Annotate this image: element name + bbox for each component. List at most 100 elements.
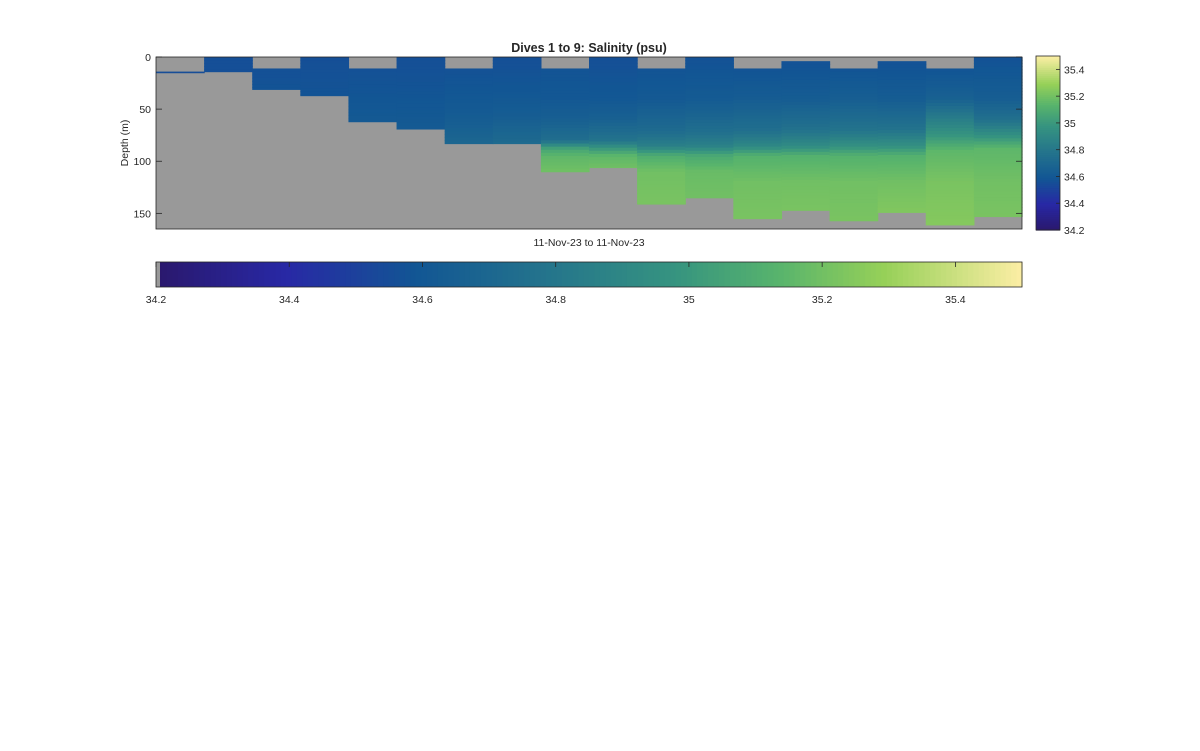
colorbar-bottom-segment (691, 262, 698, 287)
heatmap-cell (829, 74, 879, 79)
colorbar-bottom-segment (1011, 262, 1018, 287)
colorbar-right-segment (1036, 199, 1060, 202)
colorbar-bottom-segment (329, 262, 336, 287)
heatmap-cell (973, 157, 1023, 161)
colorbar-bottom-segment (258, 262, 265, 287)
heatmap-cell (877, 183, 927, 187)
heatmap-cell (540, 109, 590, 113)
colorbar-right-segment (1036, 135, 1060, 138)
colorbar-right-segment (1036, 150, 1060, 154)
heatmap-cell (348, 80, 398, 85)
colorbar-bottom-segment (177, 262, 184, 287)
colorbar-bottom-segment (729, 262, 736, 287)
colorbar-bottom-segment (220, 262, 227, 287)
colorbar-bottom-segment (783, 262, 790, 287)
heatmap-cell (348, 93, 398, 98)
heatmap-cell (733, 93, 783, 98)
profile-column (829, 68, 879, 222)
heatmap-cell (492, 116, 542, 121)
heatmap-cell (925, 202, 975, 207)
heatmap-cell (973, 119, 1023, 124)
heatmap-cell (396, 97, 446, 102)
heatmap-cell (685, 141, 734, 146)
colorbar-bottom-tick-label: 34.8 (545, 294, 566, 306)
colorbar-bottom-segment (967, 262, 974, 287)
heatmap-cell (781, 208, 831, 211)
heatmap-cell (637, 124, 686, 129)
colorbar-right-segment (1036, 71, 1060, 74)
heatmap-cell (973, 125, 1023, 130)
heatmap-cell (300, 60, 350, 64)
colorbar-bottom-segment (664, 262, 671, 287)
heatmap-cell (204, 66, 253, 71)
heatmap-cell (637, 156, 686, 160)
heatmap-cell (781, 198, 831, 203)
heatmap-cell (877, 151, 927, 156)
y-tick-label: 0 (145, 52, 151, 64)
colorbar-bottom-segment (984, 262, 991, 287)
colorbar-right-segment (1036, 59, 1060, 63)
chart-title: Dives 1 to 9: Salinity (psu) (511, 41, 667, 55)
heatmap-cell (396, 94, 446, 99)
heatmap-cell (492, 103, 542, 108)
profile-column (877, 61, 927, 213)
heatmap-cell (781, 95, 831, 100)
colorbar-right-segment (1036, 158, 1060, 161)
heatmap-cell (925, 215, 975, 220)
colorbar-right-segment (1036, 148, 1060, 152)
heatmap-cell (829, 68, 879, 73)
heatmap-cell (637, 131, 686, 135)
colorbar-right-segment (1036, 173, 1060, 177)
heatmap-cell (781, 139, 831, 144)
colorbar-bottom-segment (735, 262, 742, 287)
heatmap-cell (973, 60, 1023, 64)
heatmap-cell (396, 88, 446, 92)
heatmap-cell (589, 135, 638, 139)
heatmap-cell (348, 87, 398, 91)
colorbar-right-segment (1036, 144, 1060, 148)
plot-frame (155, 56, 1023, 230)
colorbar-bottom-segment (767, 262, 774, 287)
heatmap-cell (300, 82, 350, 86)
colorbar-bottom-segment (334, 262, 341, 287)
heatmap-cell (685, 172, 734, 177)
heatmap-cell (877, 89, 927, 94)
heatmap-cell (540, 115, 590, 120)
heatmap-cell (973, 91, 1023, 96)
heatmap-cell (492, 113, 542, 118)
heatmap-cell (829, 187, 879, 192)
heatmap-cell (348, 96, 398, 101)
heatmap-cell (925, 102, 975, 107)
heatmap-cell (925, 209, 975, 213)
heatmap-cell (733, 162, 783, 167)
heatmap-cell (589, 160, 638, 164)
colorbar-bottom-segment (561, 262, 568, 287)
colorbar-right-segment (1036, 160, 1060, 163)
heatmap-cell (877, 136, 927, 140)
heatmap-cell (829, 181, 879, 185)
colorbar-bottom-segment (285, 262, 292, 287)
profile-column (925, 68, 975, 226)
heatmap-cell (781, 164, 831, 169)
heatmap-cell (829, 140, 879, 145)
colorbar-right-segment (1036, 201, 1060, 204)
heatmap-cell (685, 107, 734, 111)
heatmap-cell (685, 60, 734, 64)
heatmap-cell (733, 159, 783, 163)
colorbar-right-frame (1035, 55, 1061, 231)
colorbar-bottom-segment (756, 262, 763, 287)
colorbar-bottom-segment (870, 262, 877, 287)
heatmap-cell (396, 110, 446, 114)
colorbar-bottom-segment (718, 262, 725, 287)
heatmap-cell (733, 134, 783, 138)
colorbar-right-segment (1036, 121, 1060, 125)
heatmap-cell (396, 85, 446, 89)
heatmap-cell (733, 181, 783, 185)
colorbar-right-segment (1036, 156, 1060, 160)
heatmap-cell (733, 184, 783, 188)
colorbar-bottom-segment (816, 262, 823, 287)
heatmap-cell (973, 69, 1023, 74)
colorbar-bottom-segment (702, 262, 709, 287)
heatmap-cell (973, 132, 1023, 136)
heatmap-cell (637, 134, 686, 138)
